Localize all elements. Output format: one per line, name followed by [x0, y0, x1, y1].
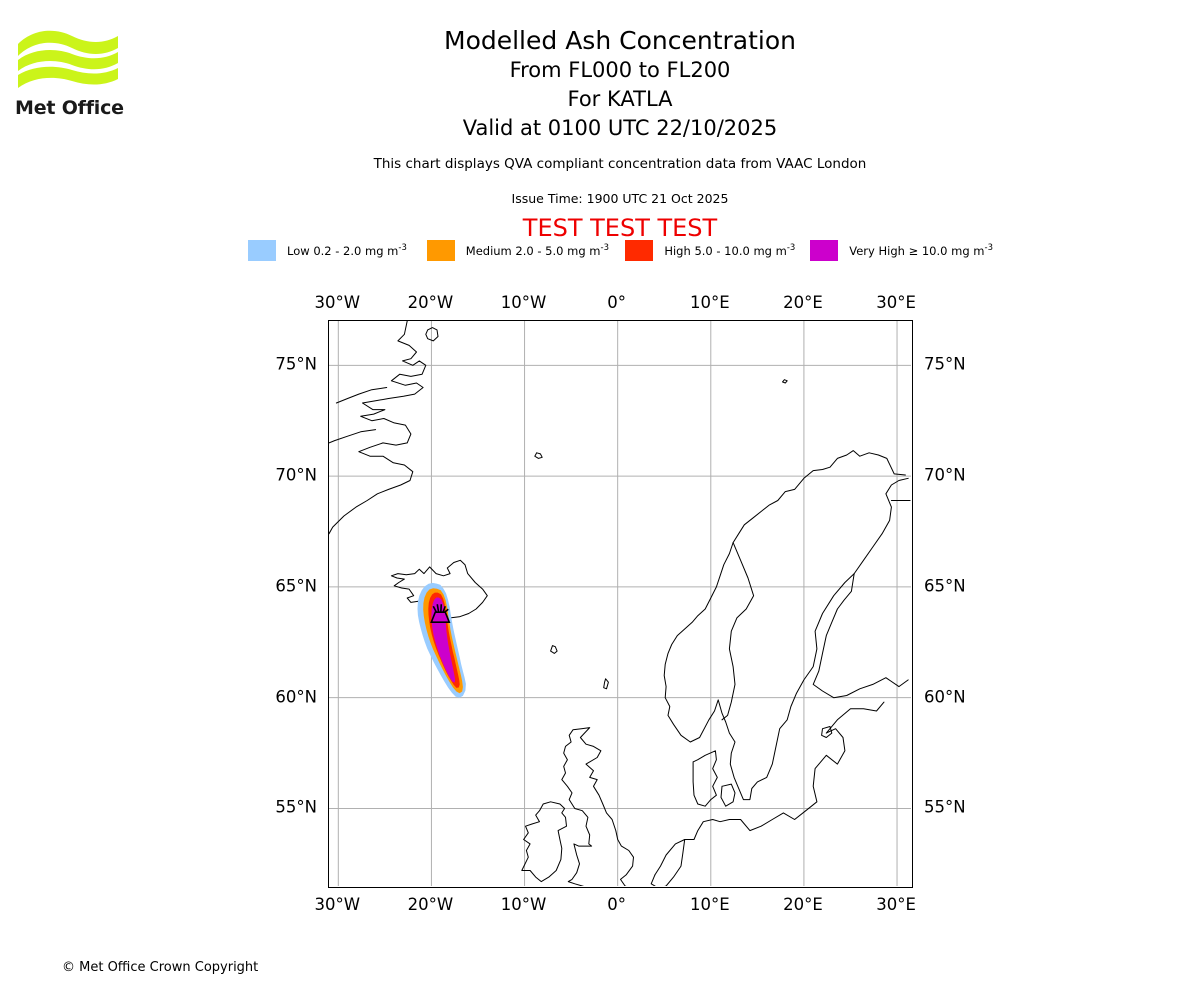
- coastline-segment: [335, 387, 388, 404]
- legend-item-high: High 5.0 - 10.0 mg m-3: [625, 240, 795, 261]
- chart-note: This chart displays QVA compliant concen…: [373, 156, 867, 172]
- ash-plume-contours: [417, 582, 466, 698]
- legend-swatch-high: [625, 240, 654, 261]
- lon-tick-top-6: 30°E: [876, 293, 916, 312]
- map-canvas: [329, 321, 911, 886]
- page-title: Modelled Ash Concentration: [444, 26, 796, 55]
- lon-tick-top-3: 0°: [607, 293, 627, 312]
- volcano-eruption-ray-1: [436, 604, 440, 613]
- coastline-segment: [390, 559, 488, 619]
- lon-tick-bottom-3: 0°: [607, 895, 627, 914]
- valid-time: Valid at 0100 UTC 22/10/2025: [462, 116, 778, 140]
- coastline-segment: [550, 645, 558, 654]
- volcano-eruption-ray-0: [432, 605, 438, 613]
- lat-tick-right-4: 55°N: [924, 797, 966, 817]
- lon-tick-bottom-1: 20°W: [407, 895, 454, 914]
- lat-tick-left-3: 60°N: [275, 687, 317, 707]
- lon-tick-top-1: 20°W: [407, 293, 454, 312]
- coastline-segment: [720, 783, 736, 807]
- legend-swatch-very-high: [810, 240, 839, 261]
- volcano-eruption-ray-4: [444, 608, 449, 613]
- lat-tick-right-1: 70°N: [924, 465, 966, 485]
- lat-tick-left-2: 65°N: [275, 576, 317, 596]
- coastline-segment: [650, 839, 686, 886]
- flight-level-range: From FL000 to FL200: [509, 58, 731, 82]
- map-gridlines: [329, 321, 911, 886]
- coastline-segment: [534, 452, 543, 459]
- lon-tick-bottom-6: 30°E: [876, 895, 916, 914]
- coastline-segment: [853, 477, 909, 575]
- legend-label-medium: Medium 2.0 - 5.0 mg m-3: [465, 243, 609, 258]
- legend-item-medium: Medium 2.0 - 5.0 mg m-3: [426, 240, 609, 261]
- lat-tick-left-4: 55°N: [275, 797, 317, 817]
- copyright-notice: © Met Office Crown Copyright: [62, 960, 259, 975]
- lon-tick-top-4: 10°E: [689, 293, 730, 312]
- coastline-segment: [561, 727, 634, 886]
- lon-tick-top-0: 30°W: [314, 293, 361, 312]
- map-coastlines: [329, 321, 911, 886]
- lat-tick-right-0: 75°N: [924, 354, 966, 374]
- legend-swatch-low: [248, 240, 276, 261]
- met-office-logo: Met Office: [14, 26, 134, 119]
- lon-tick-bottom-0: 30°W: [314, 895, 361, 914]
- legend-item-very-high: Very High ≥ 10.0 mg m-3: [810, 240, 993, 261]
- lat-tick-right-2: 65°N: [924, 576, 966, 596]
- legend-label-low: Low 0.2 - 2.0 mg m-3: [287, 243, 407, 258]
- legend-item-low: Low 0.2 - 2.0 mg m-3: [248, 240, 407, 261]
- coastline-segment: [663, 450, 909, 801]
- title-block: Modelled Ash Concentration From FL000 to…: [300, 26, 940, 143]
- coastline-segment: [692, 750, 718, 807]
- legend-label-high: High 5.0 - 10.0 mg m-3: [664, 243, 796, 258]
- coastline-segment: [329, 429, 377, 444]
- coastline-segment: [425, 327, 439, 342]
- coastline-segment: [654, 701, 885, 876]
- volcano-cone-icon: [430, 611, 451, 624]
- legend-swatch-medium: [426, 240, 455, 261]
- met-office-logo-text: Met Office: [15, 97, 124, 119]
- lat-tick-right-3: 60°N: [924, 687, 966, 707]
- lon-tick-bottom-4: 10°E: [689, 895, 730, 914]
- coastline-segment: [721, 542, 755, 721]
- katla-volcano-marker: [430, 604, 451, 624]
- issue-time: Issue Time: 1900 UTC 21 Oct 2025: [511, 191, 729, 206]
- legend-label-very-high: Very High ≥ 10.0 mg m-3: [849, 243, 993, 258]
- volcano-name: For KATLA: [567, 87, 673, 111]
- lat-tick-left-0: 75°N: [275, 354, 317, 374]
- lon-tick-top-2: 10°W: [500, 293, 547, 312]
- coastline-segment: [521, 801, 567, 883]
- concentration-legend: Low 0.2 - 2.0 mg m-3 Medium 2.0 - 5.0 mg…: [248, 240, 993, 261]
- lat-tick-left-1: 70°N: [275, 465, 317, 485]
- lon-tick-bottom-2: 10°W: [500, 895, 547, 914]
- volcano-eruption-ray-3: [442, 605, 447, 613]
- lon-tick-bottom-5: 20°E: [783, 895, 823, 914]
- coastline-segment: [821, 726, 833, 738]
- lon-tick-top-5: 20°E: [783, 293, 823, 312]
- map-area: 30°W 30°W 20°W 20°W 10°W 10°W 0° 0° 10°E 10°E 20°E…: [275, 293, 965, 914]
- coastline-segment: [329, 321, 427, 535]
- test-banner: TEST TEST TEST: [522, 214, 718, 242]
- met-office-wave-icon: [18, 30, 118, 88]
- coastline-segment: [782, 379, 788, 384]
- map-frame[interactable]: [328, 320, 913, 888]
- coastline-segment: [603, 678, 609, 690]
